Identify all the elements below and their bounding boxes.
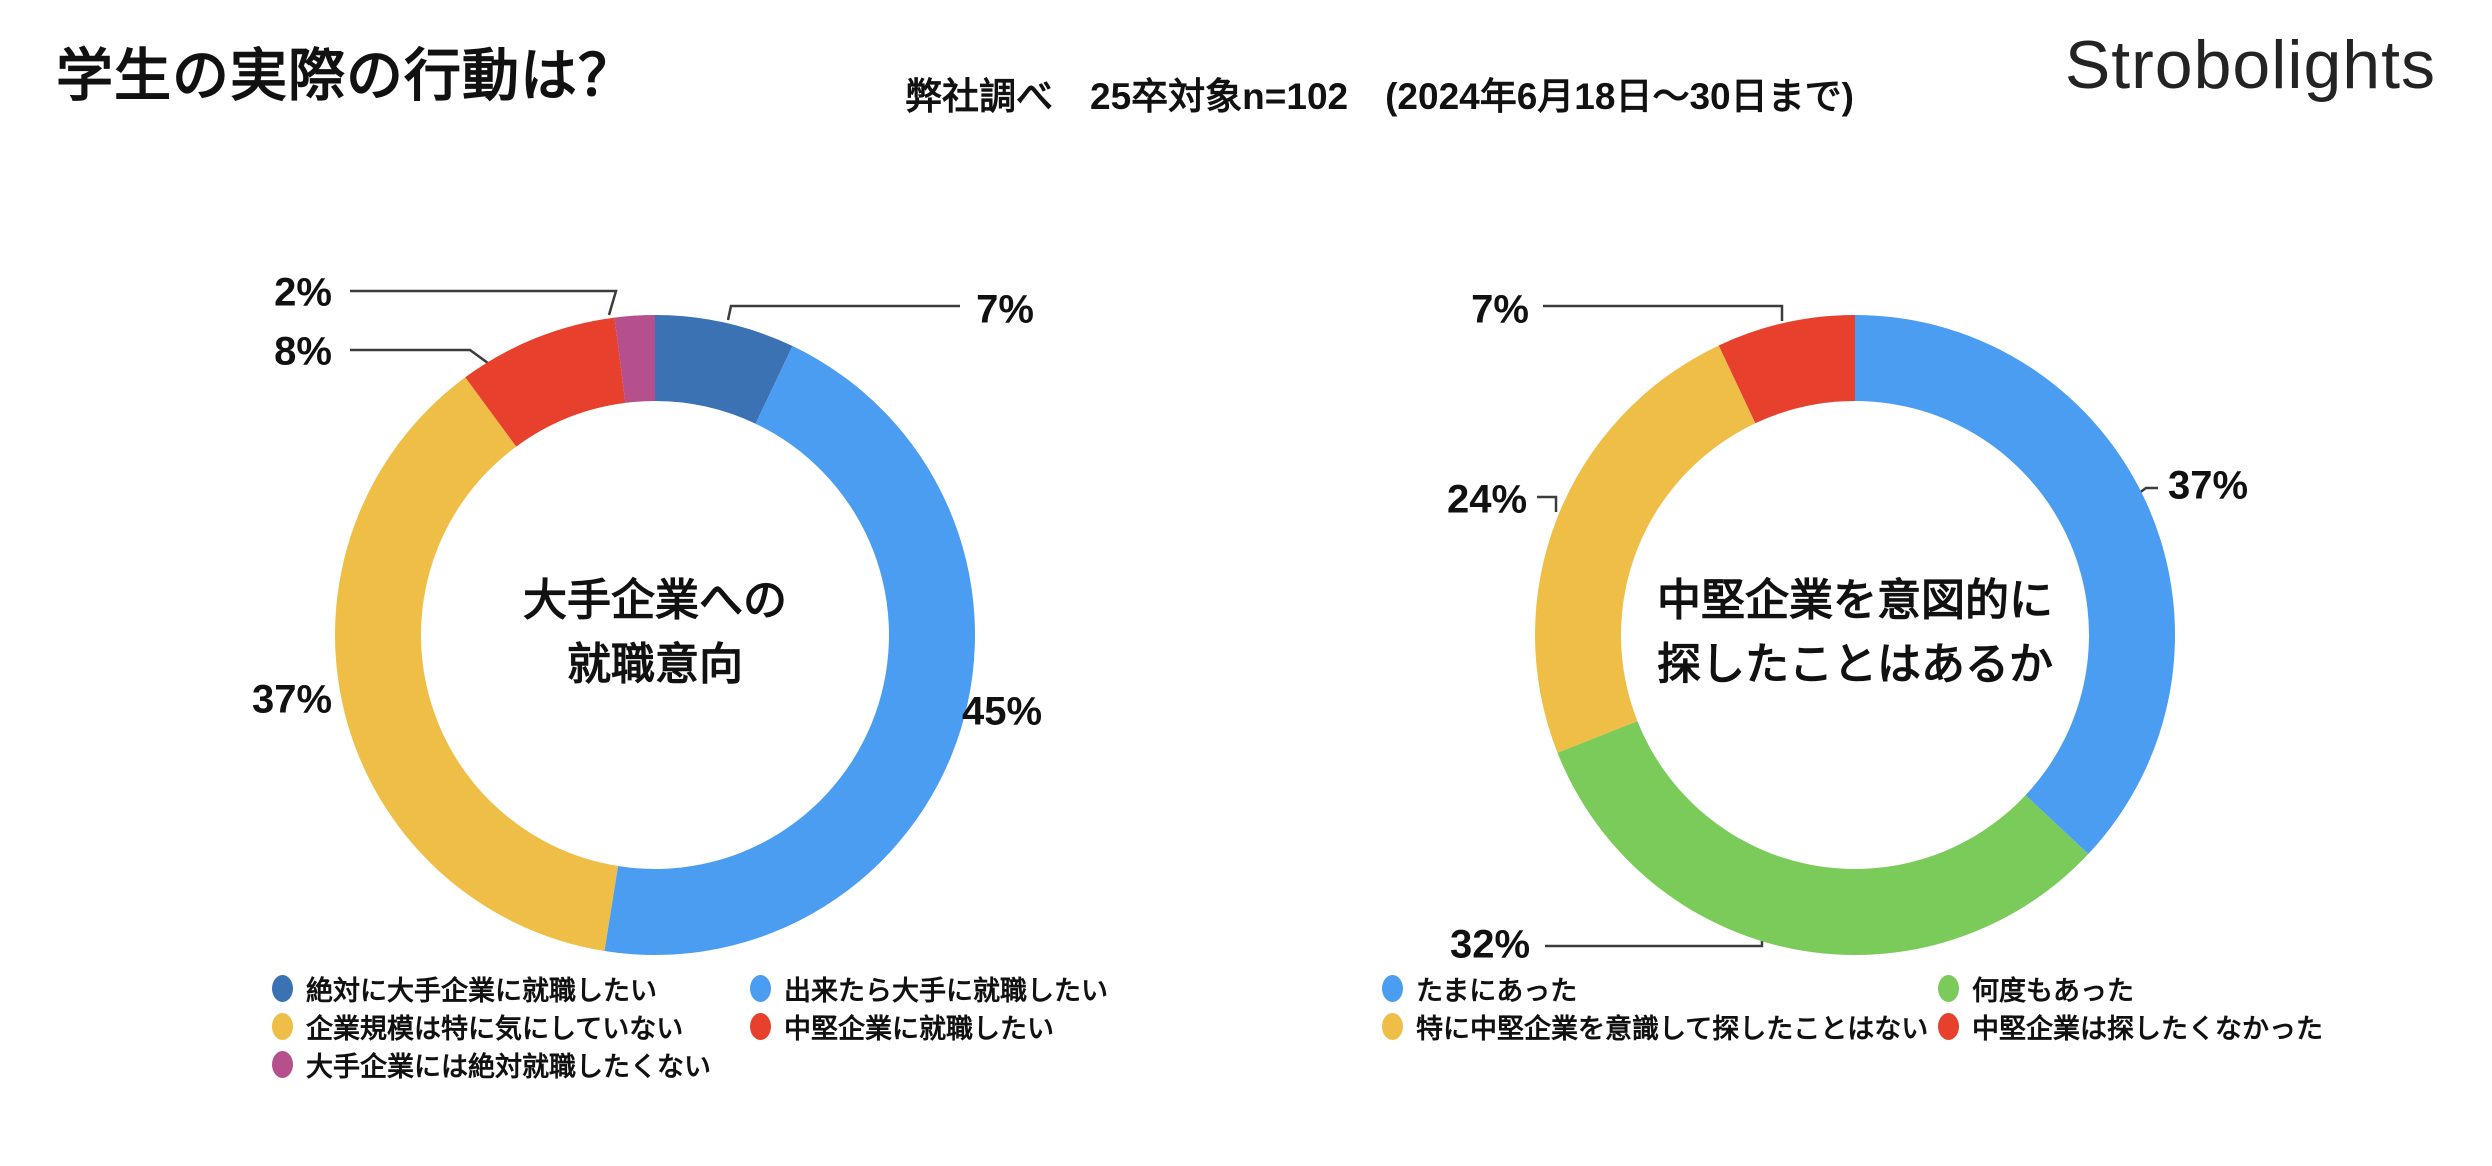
- left-pct-label-45: 45%: [961, 689, 1043, 734]
- donut-1-segment-3: [1718, 315, 1855, 424]
- left-pct-label-37: 37%: [251, 677, 333, 722]
- right-pct-label-24: 24%: [1446, 477, 1528, 522]
- leader-line-right-7pct: [1543, 304, 1784, 321]
- donut-1-segment-2: [1535, 345, 1756, 753]
- legend-item: 企業規模は特に気にしていない: [272, 1007, 711, 1045]
- left-pct-label-7: 7%: [976, 287, 1034, 332]
- legend-label: 大手企業には絶対就職したくない: [306, 1051, 711, 1082]
- legend-item: 中堅企業は探したくなかった: [1938, 1007, 2323, 1045]
- legend-color-dot: [1382, 974, 1403, 1002]
- legend-item: 何度もあった: [1938, 969, 2323, 1007]
- legend-item: 絶対に大手企業に就職したい: [272, 969, 711, 1007]
- right-donut-center-line1: 中堅企業を意図的に: [1657, 576, 2053, 626]
- legend-item: たまにあった: [1382, 969, 1928, 1007]
- leader-line-left-7pct: [726, 304, 960, 321]
- legend-label: 出来たら大手に就職したい: [784, 975, 1108, 1006]
- donut-0-segment-3: [465, 317, 626, 447]
- right-donut-center-line2: 探したことはあるか: [1657, 640, 2053, 689]
- left-donut-center-title: 大手企業への 就職意向: [523, 569, 787, 697]
- page-title: 学生の実際の行動は？: [56, 44, 636, 108]
- legend-color-dot: [272, 1050, 293, 1078]
- right-pct-label-37: 37%: [2167, 463, 2249, 508]
- legend-label: 中堅企業は探したくなかった: [1972, 1013, 2323, 1044]
- leader-line-left-2pct: [350, 289, 618, 316]
- donut-0-segment-4: [614, 315, 655, 403]
- survey-note: 弊社調べ 25卒対象n=102 (2024年6月18日〜30日まで): [905, 76, 1854, 117]
- donut-0-segment-1: [604, 346, 976, 955]
- legend-item: 中堅企業に就職したい: [750, 1007, 1108, 1045]
- legend-color-dot: [1938, 974, 1959, 1002]
- donut-1-segment-1: [1557, 721, 2089, 956]
- legend-color-dot: [1382, 1012, 1403, 1040]
- legend-label: 絶対に大手企業に就職したい: [306, 975, 657, 1006]
- legend-color-dot: [750, 1012, 771, 1040]
- legend-label: 特に中堅企業を意識して探したことはない: [1416, 1013, 1929, 1044]
- legend-color-dot: [272, 1012, 293, 1040]
- left-donut-center-line2: 就職意向: [567, 640, 743, 689]
- left-legend-column-2: 出来たら大手に就職したい 中堅企業に就職したい: [750, 969, 1108, 1045]
- legend-item: 出来たら大手に就職したい: [750, 969, 1108, 1007]
- donut-0-segment-2: [334, 377, 619, 951]
- legend-item: 大手企業には絶対就職したくない: [272, 1045, 711, 1083]
- legend-color-dot: [1938, 1012, 1959, 1040]
- brand-logo: Strobolights: [2064, 27, 2436, 103]
- legend-label: 何度もあった: [1972, 975, 2134, 1006]
- legend-label: 中堅企業に就職したい: [784, 1013, 1054, 1044]
- legend-label: たまにあった: [1416, 975, 1578, 1006]
- right-pct-label-7: 7%: [1471, 287, 1529, 332]
- left-pct-label-2: 2%: [274, 270, 332, 315]
- leader-line-left-8pct: [350, 348, 493, 368]
- legend-color-dot: [750, 974, 771, 1002]
- leader-line-right-24pct: [1537, 495, 1558, 512]
- right-donut-center-title: 中堅企業を意図的に 探したことはあるか: [1657, 569, 2053, 697]
- leader-line-right-32pct: [1545, 930, 1764, 948]
- right-legend-column-1: たまにあった特に中堅企業を意識して探したことはない: [1382, 969, 1928, 1045]
- right-pct-label-32: 32%: [1449, 922, 1531, 967]
- legend-label: 企業規模は特に気にしていない: [306, 1013, 684, 1044]
- donut-0-segment-0: [655, 314, 793, 424]
- legend-item: 特に中堅企業を意識して探したことはない: [1382, 1007, 1928, 1045]
- left-donut-center-line1: 大手企業への: [523, 576, 787, 626]
- right-legend-column-2: 何度もあった中堅企業は探したくなかった: [1938, 969, 2323, 1045]
- legend-color-dot: [272, 974, 293, 1002]
- left-legend-column-1: 絶対に大手企業に就職したい 企業規模は特に気にしていない 大手企業には絶対就職したく…: [272, 969, 711, 1083]
- left-pct-label-8: 8%: [274, 329, 332, 374]
- donut-1-segment-0: [1855, 315, 2176, 855]
